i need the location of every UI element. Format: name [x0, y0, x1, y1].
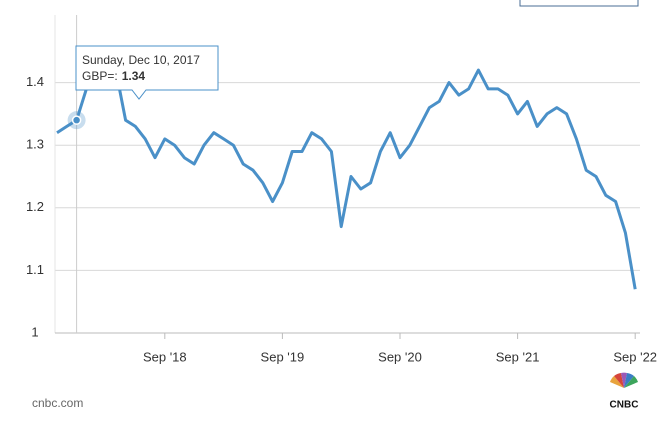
x-tick-label: Sep '21 [496, 349, 540, 364]
y-tick-label: 1.2 [26, 199, 44, 214]
x-tick-label: Sep '18 [143, 349, 187, 364]
source: cnbc.com [32, 396, 83, 410]
x-tick-label: Sep '20 [378, 349, 422, 364]
tooltip-label: GBP=: [82, 69, 118, 83]
hover-point [71, 115, 82, 125]
svg-text:CNBC: CNBC [610, 400, 639, 411]
y-tick-label: 1.3 [26, 137, 44, 152]
tooltip-value: 1.34 [122, 69, 146, 83]
range-box [519, 0, 639, 7]
tooltip-box [75, 45, 219, 100]
tooltip-line: GBP=: 1.34 [82, 69, 145, 83]
plot: 1 1.1 1.2 1.3 1.4 Sep '18 Sep '19 Sep '20 Sep '2… [26, 15, 657, 364]
logo: CNBC [610, 372, 639, 411]
x-tick-label: Sep '22 [613, 349, 657, 364]
x-tick-label: Sep '19 [261, 349, 305, 364]
y-tick-label: 1.1 [26, 262, 44, 277]
series-line [56, 68, 637, 290]
y-tick-label: 1.4 [26, 74, 44, 89]
y-tick-label: 1 [31, 324, 38, 339]
tooltip-date: Sunday, Dec 10, 2017 [82, 53, 200, 67]
